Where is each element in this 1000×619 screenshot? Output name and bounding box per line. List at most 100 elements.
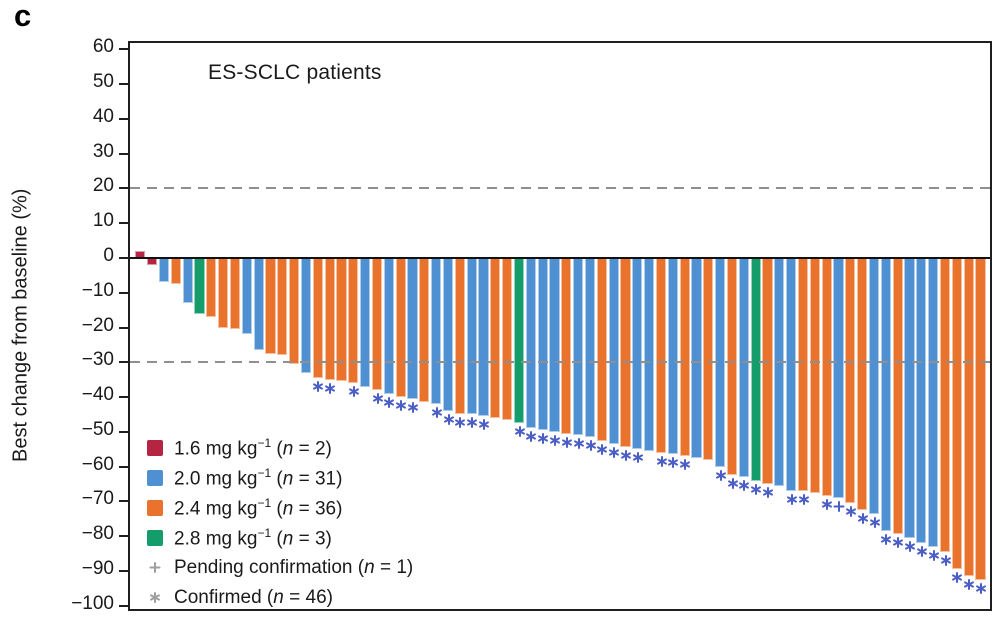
bar xyxy=(490,258,501,418)
pending-marker-icon xyxy=(833,500,845,512)
confirmed-marker-icon xyxy=(715,469,727,481)
confirmed-marker-icon xyxy=(904,540,916,552)
legend-label: Pending confirmation (n = 1) xyxy=(174,557,414,578)
bar xyxy=(561,258,572,434)
confirmed-marker-icon xyxy=(727,478,738,490)
zero-line xyxy=(130,257,990,259)
y-axis-tick xyxy=(119,326,128,329)
y-tick-label: −30 xyxy=(81,349,114,371)
bar xyxy=(608,258,619,445)
threshold-line--30 xyxy=(130,361,990,364)
bar xyxy=(691,258,702,458)
legend-swatch xyxy=(146,439,164,457)
bar xyxy=(963,258,974,577)
bar xyxy=(797,258,809,491)
bar xyxy=(762,258,773,484)
bar xyxy=(383,258,394,394)
confirmed-marker-icon xyxy=(514,426,525,438)
bar xyxy=(892,258,903,535)
legend-row: 1.6 mg kg−1 (n = 2) xyxy=(146,433,413,463)
confirmed-marker-icon xyxy=(372,393,383,405)
bar xyxy=(300,258,312,373)
confirmed-marker-icon xyxy=(892,537,904,549)
confirmed-marker-icon xyxy=(573,438,585,450)
confirmed-marker-icon xyxy=(798,493,809,505)
bar xyxy=(158,258,170,283)
y-tick-label: −70 xyxy=(81,488,114,510)
y-axis-tick xyxy=(119,222,128,225)
chart-title: ES-SCLC patients xyxy=(208,61,382,84)
y-axis-tick xyxy=(119,465,128,468)
confirmed-marker-icon xyxy=(738,480,750,492)
bar xyxy=(218,258,229,328)
bar xyxy=(147,258,158,265)
bar xyxy=(525,258,536,429)
bar xyxy=(845,258,856,504)
confirmed-marker-icon xyxy=(750,483,762,495)
plus-icon xyxy=(146,559,164,577)
y-tick-label: 10 xyxy=(92,210,114,232)
bar xyxy=(703,258,714,460)
legend-row: 2.4 mg kg−1 (n = 36) xyxy=(146,493,413,523)
bar xyxy=(667,258,678,455)
confirmed-marker-icon xyxy=(916,546,928,558)
panel-label: c xyxy=(14,0,32,33)
bar xyxy=(537,258,548,431)
y-tick-label: −10 xyxy=(81,279,114,301)
bar xyxy=(360,258,371,387)
confirmed-marker-icon xyxy=(975,582,987,594)
threshold-line-20 xyxy=(130,187,990,190)
bar xyxy=(277,258,288,356)
bar xyxy=(750,258,761,481)
confirmed-marker-icon xyxy=(478,419,490,431)
bar xyxy=(513,258,525,424)
confirmed-marker-icon xyxy=(383,396,395,408)
confirmed-marker-icon xyxy=(407,401,419,413)
confirmed-marker-icon xyxy=(869,516,880,528)
bar xyxy=(880,258,891,531)
confirmed-marker-icon xyxy=(312,380,324,392)
y-tick-label: −50 xyxy=(81,418,114,440)
bar xyxy=(620,258,631,448)
bar xyxy=(407,258,418,399)
y-tick-label: −60 xyxy=(81,453,114,475)
bar xyxy=(774,258,785,486)
y-axis-tick xyxy=(119,117,128,120)
pending-marker-icon xyxy=(149,562,161,573)
confirmed-marker-icon xyxy=(928,549,940,561)
confirmed-marker-icon xyxy=(431,407,442,419)
y-tick-label: 50 xyxy=(92,71,114,93)
bar xyxy=(596,258,607,441)
y-tick-label: 40 xyxy=(92,105,114,127)
confirmed-marker-icon xyxy=(608,447,620,459)
asterisk-icon xyxy=(146,589,164,607)
bar xyxy=(549,258,560,432)
y-tick-label: 60 xyxy=(92,36,114,58)
bar xyxy=(312,258,323,378)
y-axis-tick xyxy=(119,152,128,155)
confirmed-marker-icon xyxy=(679,459,691,471)
y-tick-label: −20 xyxy=(81,314,114,336)
bar xyxy=(868,258,880,514)
legend-label: 2.0 mg kg−1 (n = 31) xyxy=(174,465,343,490)
bar xyxy=(431,258,442,405)
bar xyxy=(573,258,584,436)
y-axis-tick xyxy=(119,500,128,503)
y-tick-label: −80 xyxy=(81,523,114,545)
legend-row: 2.0 mg kg−1 (n = 31) xyxy=(146,463,413,493)
bar xyxy=(939,258,951,552)
confirmed-marker-icon xyxy=(940,554,951,566)
confirmed-marker-icon xyxy=(762,487,774,498)
y-axis-tick xyxy=(119,430,128,433)
legend-label: 2.4 mg kg−1 (n = 36) xyxy=(174,495,343,520)
bar xyxy=(786,258,797,491)
confirmed-marker-icon xyxy=(620,450,632,462)
bar xyxy=(419,258,430,403)
bar xyxy=(395,258,406,398)
confirmed-marker-icon xyxy=(454,417,466,429)
confirmed-marker-icon xyxy=(632,452,644,464)
confirmed-marker-icon xyxy=(667,457,679,469)
bar xyxy=(170,258,181,285)
legend-swatch xyxy=(146,499,164,517)
